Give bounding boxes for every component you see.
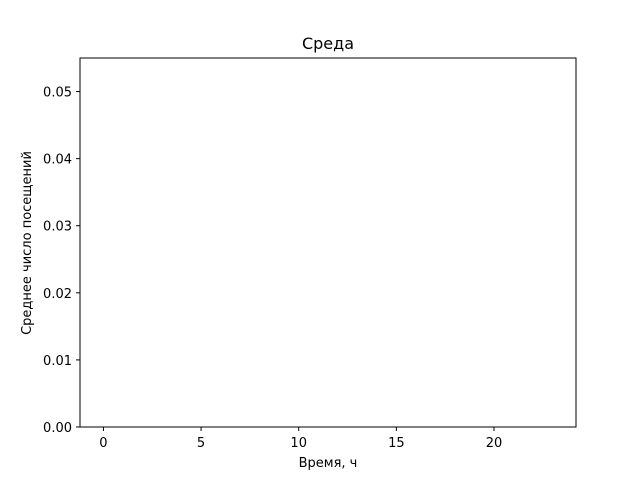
x-tick-label: 5 [197,436,205,451]
x-tick-label: 20 [486,436,503,451]
x-tick-label: 0 [99,436,107,451]
x-tick-label: 15 [388,436,405,451]
y-tick-label: 0.03 [43,220,72,235]
plot-frame [79,57,577,428]
y-tick-label: 0.04 [43,153,72,168]
y-axis: 0.00 0.01 0.02 0.03 0.04 0.05 [43,86,80,436]
x-axis: 0 5 10 15 20 [99,427,502,451]
x-tick-label: 10 [290,436,307,451]
y-tick-label: 0.02 [43,287,72,302]
chart-title: Среда [302,34,354,53]
y-tick-label: 0.01 [43,354,72,369]
x-axis-label: Время, ч [299,456,358,471]
y-tick-label: 0.05 [43,86,72,101]
y-tick-label: 0.00 [43,421,72,436]
y-axis-label: Среднее число посещений [20,151,35,335]
